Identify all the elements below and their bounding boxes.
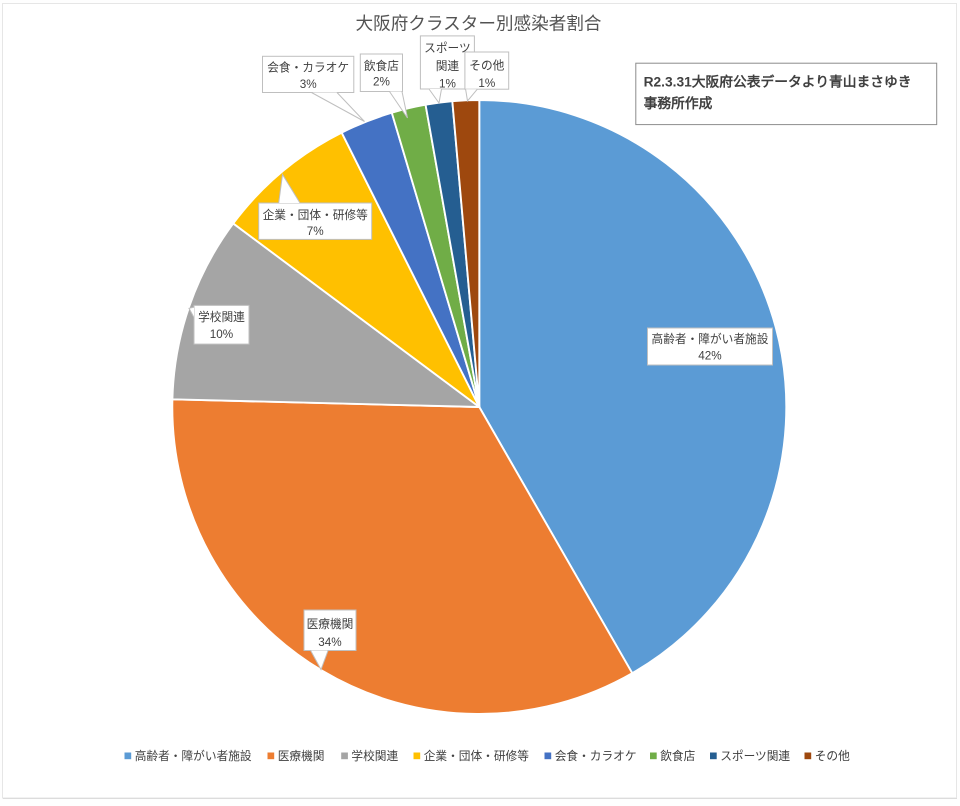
svg-text:学校関連: 学校関連 <box>198 310 245 324</box>
svg-text:42%: 42% <box>698 350 721 363</box>
svg-text:学校関連: 学校関連 <box>351 749 398 763</box>
svg-text:1%: 1% <box>478 77 495 90</box>
svg-text:1%: 1% <box>439 78 456 91</box>
svg-text:10%: 10% <box>210 328 233 341</box>
svg-text:スポーツ: スポーツ <box>424 42 471 55</box>
svg-text:会食・カラオケ: 会食・カラオケ <box>555 749 637 763</box>
svg-text:その他: その他 <box>469 60 504 73</box>
svg-text:その他: その他 <box>815 750 850 763</box>
svg-text:飲食店: 飲食店 <box>364 59 399 73</box>
svg-text:スポーツ関連: スポーツ関連 <box>720 749 790 763</box>
svg-text:7%: 7% <box>307 225 324 238</box>
svg-text:企業・団体・研修等: 企業・団体・研修等 <box>424 749 530 763</box>
svg-text:関連: 関連 <box>436 59 460 73</box>
svg-text:大阪府クラスター別感染者割合: 大阪府クラスター別感染者割合 <box>356 14 602 34</box>
svg-text:高齢者・障がい者施設: 高齢者・障がい者施設 <box>652 332 769 346</box>
svg-text:2%: 2% <box>373 76 390 89</box>
svg-text:3%: 3% <box>300 78 317 91</box>
svg-text:高齢者・障がい者施設: 高齢者・障がい者施設 <box>135 749 252 763</box>
svg-text:医療機関: 医療機関 <box>307 617 354 631</box>
svg-text:事務所作成: 事務所作成 <box>644 95 713 111</box>
svg-text:34%: 34% <box>318 636 341 649</box>
svg-text:企業・団体・研修等: 企業・団体・研修等 <box>263 208 369 222</box>
svg-text:R2.3.31大阪府公表データより青山まさゆき: R2.3.31大阪府公表データより青山まさゆき <box>644 74 912 90</box>
svg-text:医療機関: 医療機関 <box>278 749 325 763</box>
svg-text:飲食店: 飲食店 <box>660 749 695 763</box>
svg-text:会食・カラオケ: 会食・カラオケ <box>267 61 349 75</box>
